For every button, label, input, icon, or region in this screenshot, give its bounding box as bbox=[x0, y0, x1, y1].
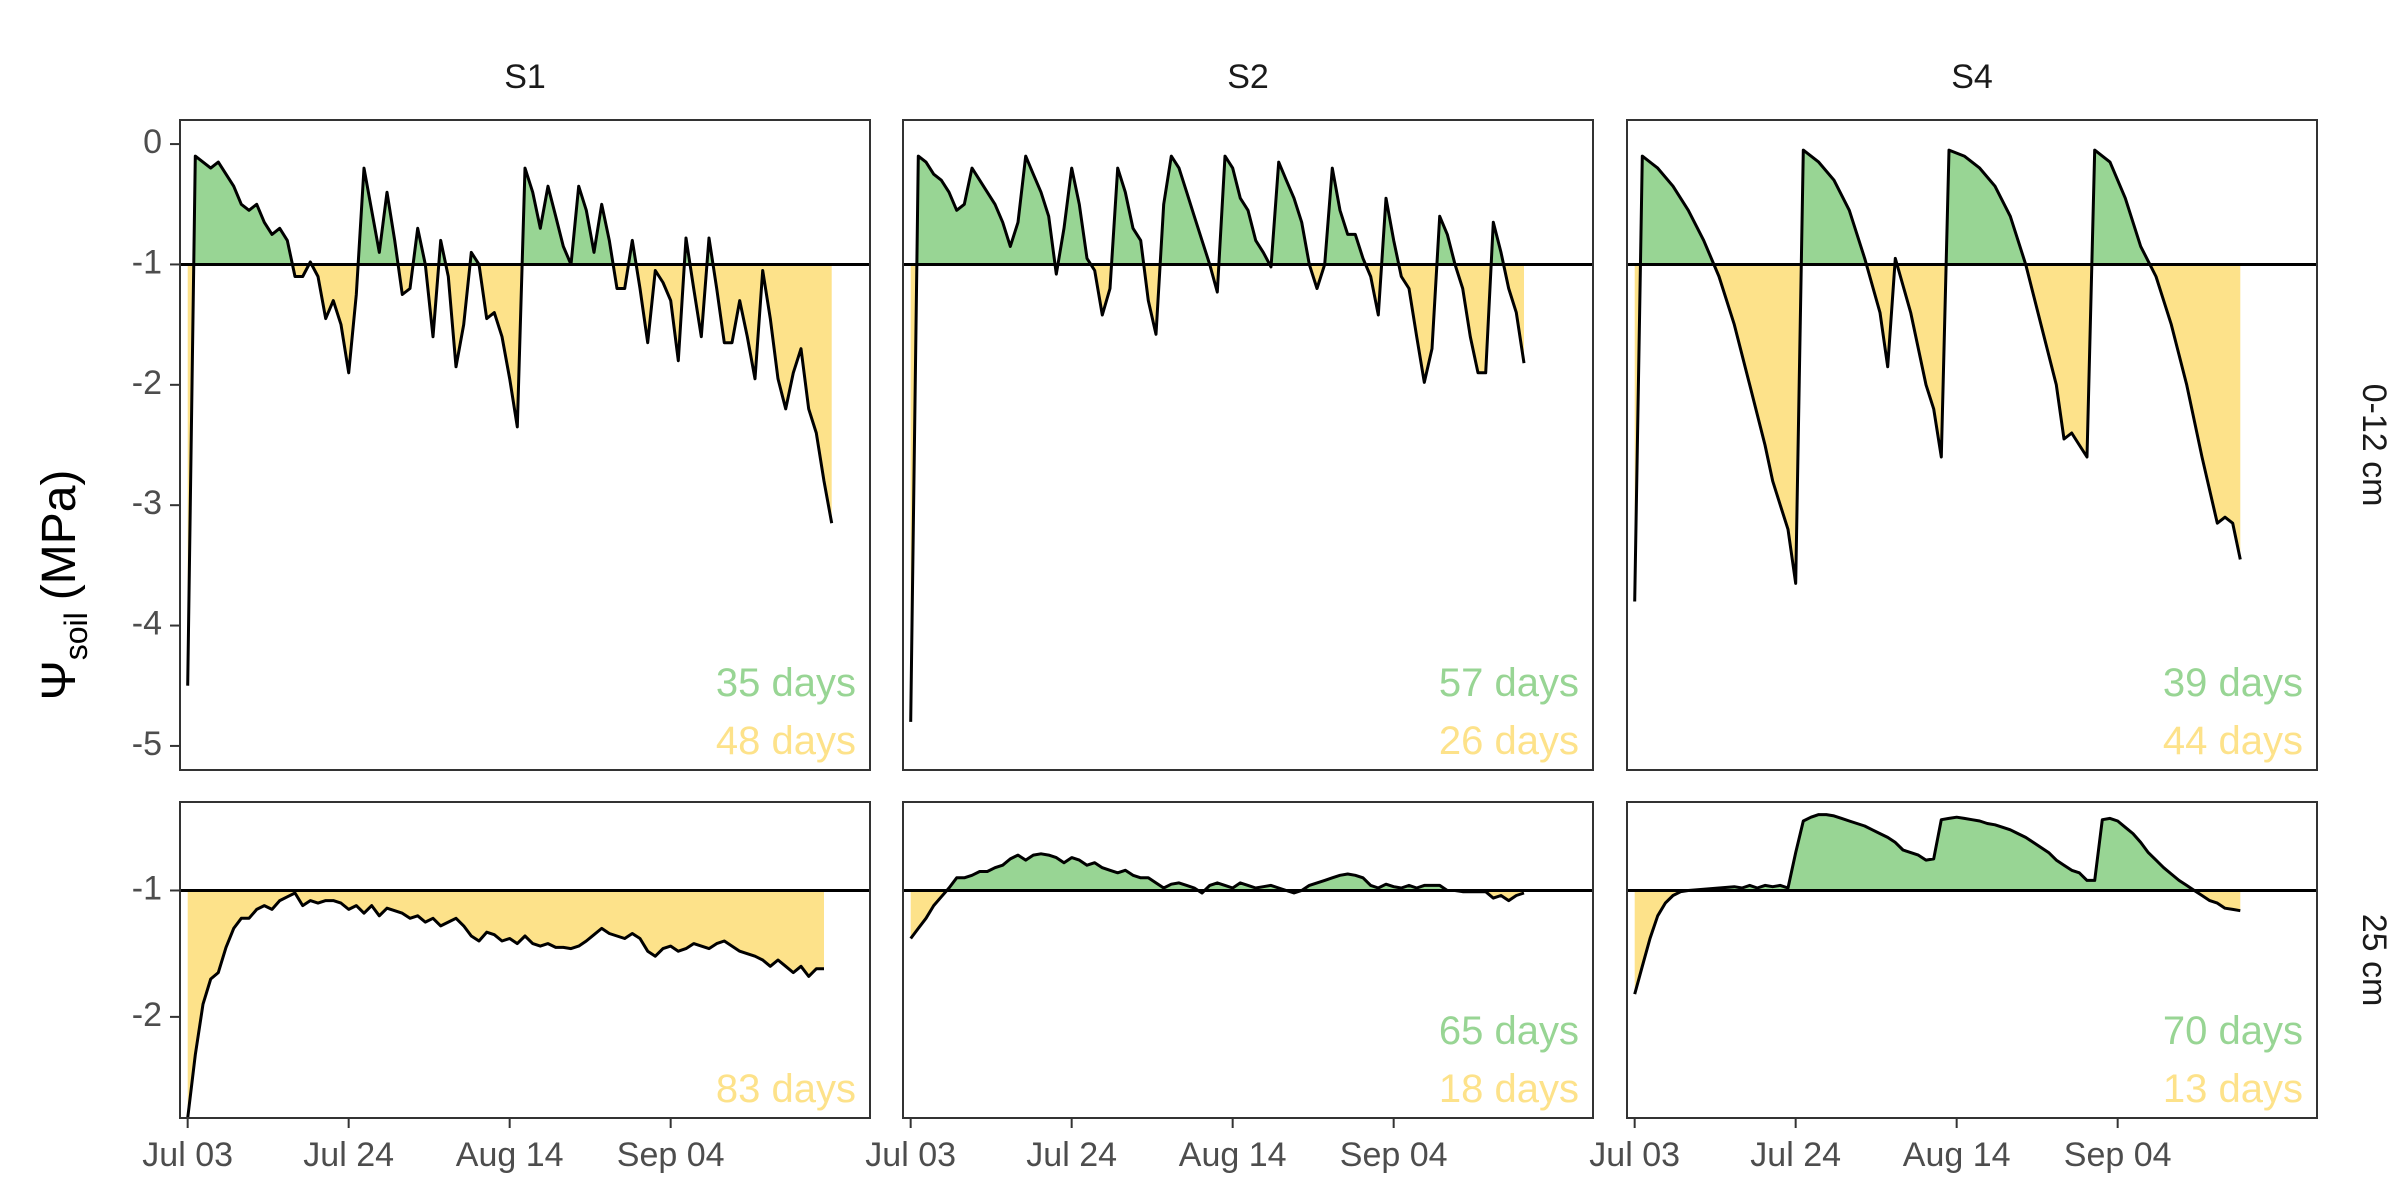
panel-border bbox=[902, 119, 1594, 771]
area-below-threshold bbox=[1634, 264, 2241, 602]
panel-border bbox=[902, 801, 1594, 1119]
y-axis-label: Ψsoil (MPa) bbox=[33, 470, 94, 701]
x-tick-label: Jul 03 bbox=[1589, 1136, 1680, 1174]
day-count-label: 70 days bbox=[2163, 1009, 2303, 1053]
area-above-threshold bbox=[187, 156, 832, 265]
y-tick-label: -1 bbox=[132, 869, 162, 907]
series-line bbox=[1633, 148, 2242, 602]
row-strip: 25 cm bbox=[2355, 914, 2393, 1007]
series-line bbox=[1633, 813, 2241, 995]
panel-border bbox=[179, 801, 871, 1119]
row-strip: 0-12 cm bbox=[2355, 384, 2393, 507]
panel-lines bbox=[903, 852, 1593, 940]
day-count-label: 83 days bbox=[716, 1067, 856, 1111]
x-tick-label: Aug 14 bbox=[1903, 1136, 2011, 1174]
panel-border bbox=[1626, 801, 2318, 1119]
panel-s4-0-12-cm: 39 days 44 days bbox=[1626, 119, 2318, 771]
x-tick-label: Aug 14 bbox=[1179, 1136, 1287, 1174]
y-tick-label: -4 bbox=[132, 605, 162, 643]
y-axis-label-subscript: soil bbox=[58, 612, 94, 660]
area-above-threshold bbox=[1688, 814, 2195, 891]
series-line bbox=[909, 154, 1526, 722]
y-axis-label-symbol: Ψ bbox=[33, 660, 86, 700]
column-strip-s2: S2 bbox=[1227, 58, 1269, 96]
y-tick-label: -2 bbox=[132, 364, 162, 402]
day-count-label: 39 days bbox=[2163, 661, 2303, 705]
series-line bbox=[909, 852, 1525, 940]
day-count-label: 57 days bbox=[1439, 661, 1579, 705]
y-tick-label: -2 bbox=[132, 996, 162, 1034]
panel-lines bbox=[1627, 813, 2317, 995]
y-tick-label: -1 bbox=[132, 243, 162, 281]
column-strip-s1: S1 bbox=[504, 58, 546, 96]
x-tick-label: Sep 04 bbox=[2064, 1136, 2172, 1174]
column-strip-s4: S4 bbox=[1951, 58, 1993, 96]
series-line bbox=[186, 891, 824, 1118]
x-tick-label: Sep 04 bbox=[1340, 1136, 1448, 1174]
facet-panels: 0 -1 -2 -3 -4 -5 -1 -2 Jul 03 Jul 24 Aug 14 Sep 04 J… bbox=[132, 119, 2318, 1174]
y-axis-label-text: Ψsoil (MPa) bbox=[33, 470, 94, 701]
area-above-threshold bbox=[1634, 150, 2241, 265]
x-tick-label: Sep 04 bbox=[617, 1136, 725, 1174]
panel-areas bbox=[1634, 150, 2241, 602]
panel-areas bbox=[910, 156, 1524, 722]
panel-s1-25-cm: 83 days bbox=[179, 801, 871, 1119]
panel-border bbox=[179, 119, 871, 771]
facet-strips: S1 S2 S4 0-12 cm 25 cm bbox=[504, 58, 2393, 1006]
day-count-label: 18 days bbox=[1439, 1067, 1579, 1111]
series-line bbox=[186, 154, 834, 686]
day-count-label: 48 days bbox=[716, 719, 856, 763]
panel-s2-0-12-cm: 57 days 26 days bbox=[902, 119, 1594, 771]
y-tick-label: -5 bbox=[132, 725, 162, 763]
y-axis-label-unit: (MPa) bbox=[33, 470, 86, 601]
day-count-label: 65 days bbox=[1439, 1009, 1579, 1053]
panel-lines bbox=[180, 888, 870, 1118]
x-tick-label: Jul 24 bbox=[1750, 1136, 1841, 1174]
row-strip-25-cm: 25 cm bbox=[2355, 914, 2393, 1007]
x-tick-label: Jul 03 bbox=[142, 1136, 233, 1174]
area-above-threshold bbox=[910, 156, 1524, 265]
x-tick-label: Jul 24 bbox=[1026, 1136, 1117, 1174]
panel-lines bbox=[1627, 148, 2317, 602]
panel-s2-25-cm: 65 days 18 days bbox=[902, 801, 1594, 1119]
x-tick-label: Jul 24 bbox=[303, 1136, 394, 1174]
y-tick-label: 0 bbox=[143, 123, 162, 161]
panel-s4-25-cm: 70 days 13 days bbox=[1626, 801, 2318, 1119]
panel-areas bbox=[1634, 814, 2241, 995]
x-tick-label: Aug 14 bbox=[456, 1136, 564, 1174]
day-count-label: 44 days bbox=[2163, 719, 2303, 763]
x-tick-label: Jul 03 bbox=[865, 1136, 956, 1174]
day-count-label: 13 days bbox=[2163, 1067, 2303, 1111]
panel-lines bbox=[180, 154, 870, 686]
day-count-label: 35 days bbox=[716, 661, 856, 705]
day-count-label: 26 days bbox=[1439, 719, 1579, 763]
row-strip-0-12-cm: 0-12 cm bbox=[2355, 384, 2393, 507]
y-tick-label: -3 bbox=[132, 484, 162, 522]
panel-border bbox=[1626, 119, 2318, 771]
panel-s1-0-12-cm: 35 days 48 days bbox=[179, 119, 871, 771]
panel-lines bbox=[903, 154, 1593, 722]
